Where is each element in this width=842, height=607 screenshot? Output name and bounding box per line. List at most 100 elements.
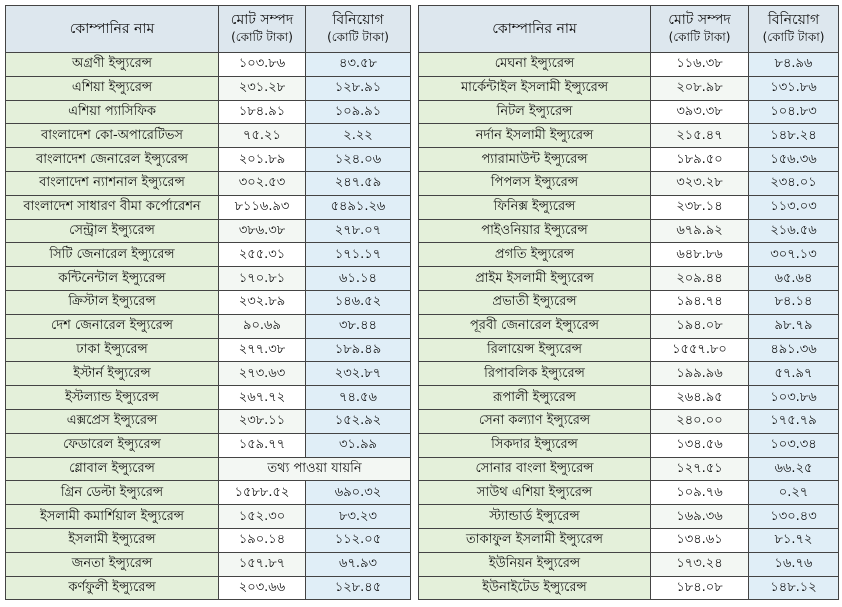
company-name: অগ্রণী ইন্স্যুরেন্স <box>5 52 219 77</box>
company-name: বাংলাদেশ কো-অপারেটিভস <box>5 123 219 149</box>
table-row: তাকাফুল ইসলামী ইন্স্যুরেন্স ১৩৪.৬১ ৮১.৭২ <box>418 527 839 553</box>
total-assets: ৩০২.৫৩ <box>218 170 306 196</box>
total-assets: ১৮৪.৯১ <box>218 99 306 125</box>
table-row: প্রাইম ইসলামী ইন্স্যুরেন্স ২০৯.৪৪ ৬৫.৬৪ <box>418 266 839 291</box>
total-assets: ২৭৩.৬৩ <box>218 361 306 387</box>
table-row: প্যারামাউন্ট ইন্স্যুরেন্স ১৮৯.৫০ ১৫৬.৩৬ <box>418 147 839 172</box>
company-name: রূপালী ইন্স্যুরেন্স <box>418 385 651 410</box>
table-row: ইউনিয়ন ইন্স্যুরেন্স ১৭৩.২৪ ১৬.৭৬ <box>418 551 839 577</box>
investment: ৩১.৯৯ <box>305 432 411 458</box>
total-assets: ২১৫.৪৭ <box>650 123 749 149</box>
investment: ২১৬.৫৬ <box>748 218 839 244</box>
investment: ১৪৮.২৪ <box>748 123 839 149</box>
total-assets: ১১৬.৩৮ <box>650 52 749 77</box>
table-row: মার্কেন্টাইল ইসলামী ইন্স্যুরেন্স ২০৮.৯৮ ১৩… <box>418 75 839 101</box>
total-assets: ১৯০.১৪ <box>218 527 306 553</box>
investment: ৩০৭.১৩ <box>748 242 839 268</box>
header-unit: (কোটি টাকা) <box>327 30 389 44</box>
company-name: সেনা কল্যাণ ইন্স্যুরেন্স <box>418 408 651 434</box>
total-assets: ২৩১.২৮ <box>218 75 306 101</box>
investment: ৫৪৯১.২৬ <box>305 194 411 220</box>
header-cell: মোট সম্পদ (কোটি টাকা) <box>218 5 306 53</box>
investment: ৯৮.৭৯ <box>748 313 839 339</box>
total-assets: ১৭৩.২৪ <box>650 551 749 577</box>
company-name: মেঘনা ইন্স্যুরেন্স <box>418 52 651 77</box>
total-assets: ১৮৪.০৮ <box>650 575 749 601</box>
total-assets: ১৬৯.৩৬ <box>650 504 749 529</box>
total-assets: ২৫৫.৩১ <box>218 242 306 268</box>
investment: ১০৪.৮৩ <box>748 99 839 125</box>
table-row: পাইওনিয়ার ইন্স্যুরেন্স ৬৭৯.৯২ ২১৬.৫৬ <box>418 218 839 244</box>
company-name: বাংলাদেশ সাধারণ বীমা কর্পোরেশন <box>5 194 219 220</box>
header-cell: বিনিয়োগ (কোটি টাকা) <box>748 5 839 53</box>
table-row: পিপলস ইন্স্যুরেন্স ৩২৩.২৮ ২৩৪.০১ <box>418 170 839 196</box>
header-label: বিনিয়োগ <box>767 12 820 28</box>
total-assets: ১৫৯.৭৭ <box>218 432 306 458</box>
total-assets: ১৩৪.৬১ <box>650 527 749 553</box>
total-assets: ৩২৩.২৮ <box>650 170 749 196</box>
total-assets: ১৯৯.৯৬ <box>650 361 749 387</box>
investment: ১২৪.০৬ <box>305 147 411 172</box>
header-cell: বিনিয়োগ (কোটি টাকা) <box>305 5 411 53</box>
company-name: ঢাকা ইন্স্যুরেন্স <box>5 337 219 363</box>
company-name: বাংলাদেশ ন্যাশনাল ইন্স্যুরেন্স <box>5 170 219 196</box>
investment: ২৪৭.৫৯ <box>305 170 411 196</box>
investment: ৮৪.৯৬ <box>748 52 839 77</box>
investment: ১২৮.৪৫ <box>305 575 411 601</box>
table-row: প্রভাতী ইন্স্যুরেন্স ১৯৪.৭৪ ৮৪.১৪ <box>418 289 839 315</box>
total-assets: ১৯৪.০৮ <box>650 313 749 339</box>
table-row: বাংলাদেশ জেনারেল ইন্স্যুরেন্স ২০১.৮৯ ১২৪.০… <box>5 147 411 172</box>
table-row: মেঘনা ইন্স্যুরেন্স ১১৬.৩৮ ৮৪.৯৬ <box>418 52 839 77</box>
header-label: বিনিয়োগ <box>332 12 384 28</box>
table-row: সিটি জেনারেল ইন্স্যুরেন্স ২৫৫.৩১ ১৭১.১৭ <box>5 242 411 268</box>
investment: ৬১.১৪ <box>305 266 411 291</box>
total-assets: ২৩৮.১৪ <box>650 194 749 220</box>
header-label: কোম্পানির নাম <box>492 20 577 37</box>
no-data-note: তথ্য পাওয়া যায়নি <box>218 456 411 482</box>
table-row: পূরবী জেনারেল ইন্স্যুরেন্স ১৯৪.০৮ ৯৮.৭৯ <box>418 313 839 339</box>
investment: ১৭১.১৭ <box>305 242 411 268</box>
company-name: ইউনিয়ন ইন্স্যুরেন্স <box>418 551 651 577</box>
table-row: ক্রিস্টাল ইন্স্যুরেন্স ২৩২.৮৯ ১৪৬.৫২ <box>5 289 411 315</box>
company-name: এশিয়া প্যাসিফিক <box>5 99 219 125</box>
table-row: নর্দান ইসলামী ইন্স্যুরেন্স ২১৫.৪৭ ১৪৮.২৪ <box>418 123 839 149</box>
total-assets: ৩৮৬.৩৮ <box>218 218 306 244</box>
table-row: ফিনিক্স ইন্স্যুরেন্স ২৩৮.১৪ ১১৩.০৩ <box>418 194 839 220</box>
table-row: প্রগতি ইন্স্যুরেন্স ৬৪৮.৮৬ ৩০৭.১৩ <box>418 242 839 268</box>
header-label: মোট সম্পদ <box>230 12 294 28</box>
investment: ৮৩.২৩ <box>305 504 411 529</box>
table-row: সেন্ট্রাল ইন্স্যুরেন্স ৩৮৬.৩৮ ২৭৮.০৭ <box>5 218 411 244</box>
header-unit: (কোটি টাকা) <box>668 30 731 44</box>
company-name: তাকাফুল ইসলামী ইন্স্যুরেন্স <box>418 527 651 553</box>
header-row: কোম্পানির নাম মোট সম্পদ (কোটি টাকা) বিনিয়ো… <box>418 5 839 53</box>
company-name: প্রভাতী ইন্স্যুরেন্স <box>418 289 651 315</box>
company-name: মার্কেন্টাইল ইসলামী ইন্স্যুরেন্স <box>418 75 651 101</box>
header-unit: (কোটি টাকা) <box>231 30 293 44</box>
investment: ১৭৫.৭৯ <box>748 408 839 434</box>
investment: ২৭৮.০৭ <box>305 218 411 244</box>
table-row: ইসলামী কমার্শিয়াল ইন্স্যুরেন্স ১৫২.৩০ ৮৩.… <box>5 504 411 529</box>
total-assets: ১৫৮৮.৫২ <box>218 480 306 506</box>
table-row: ইস্টল্যান্ড ইন্স্যুরেন্স ২৬৭.৭২ ৭৪.৫৬ <box>5 385 411 410</box>
investment: ১৮৯.৪৯ <box>305 337 411 363</box>
investment: ১১২.০৫ <box>305 527 411 553</box>
total-assets: ৭৫.২১ <box>218 123 306 149</box>
header-cell: মোট সম্পদ (কোটি টাকা) <box>650 5 749 53</box>
table-row: গ্লোবাল ইন্স্যুরেন্স তথ্য পাওয়া যায়নি <box>5 456 411 482</box>
company-name: প্যারামাউন্ট ইন্স্যুরেন্স <box>418 147 651 172</box>
investment: ৪৯১.৩৬ <box>748 337 839 363</box>
header-cell: কোম্পানির নাম <box>418 5 651 53</box>
company-name: ফিনিক্স ইন্স্যুরেন্স <box>418 194 651 220</box>
total-assets: ১২৭.৫১ <box>650 456 749 482</box>
company-name: দেশ জেনারেল ইন্স্যুরেন্স <box>5 313 219 339</box>
total-assets: ২০৩.৬৬ <box>218 575 306 601</box>
company-name: সিকদার ইন্স্যুরেন্স <box>418 432 651 458</box>
total-assets: ২৬৭.৭২ <box>218 385 306 410</box>
company-name: সিটি জেনারেল ইন্স্যুরেন্স <box>5 242 219 268</box>
total-assets: ৬৭৯.৯২ <box>650 218 749 244</box>
company-name: ইস্টার্ন ইন্স্যুরেন্স <box>5 361 219 387</box>
total-assets: ১৩৪.৫৬ <box>650 432 749 458</box>
investment: ১১৩.০৩ <box>748 194 839 220</box>
company-name: সাউথ এশিয়া ইন্স্যুরেন্স <box>418 480 651 506</box>
